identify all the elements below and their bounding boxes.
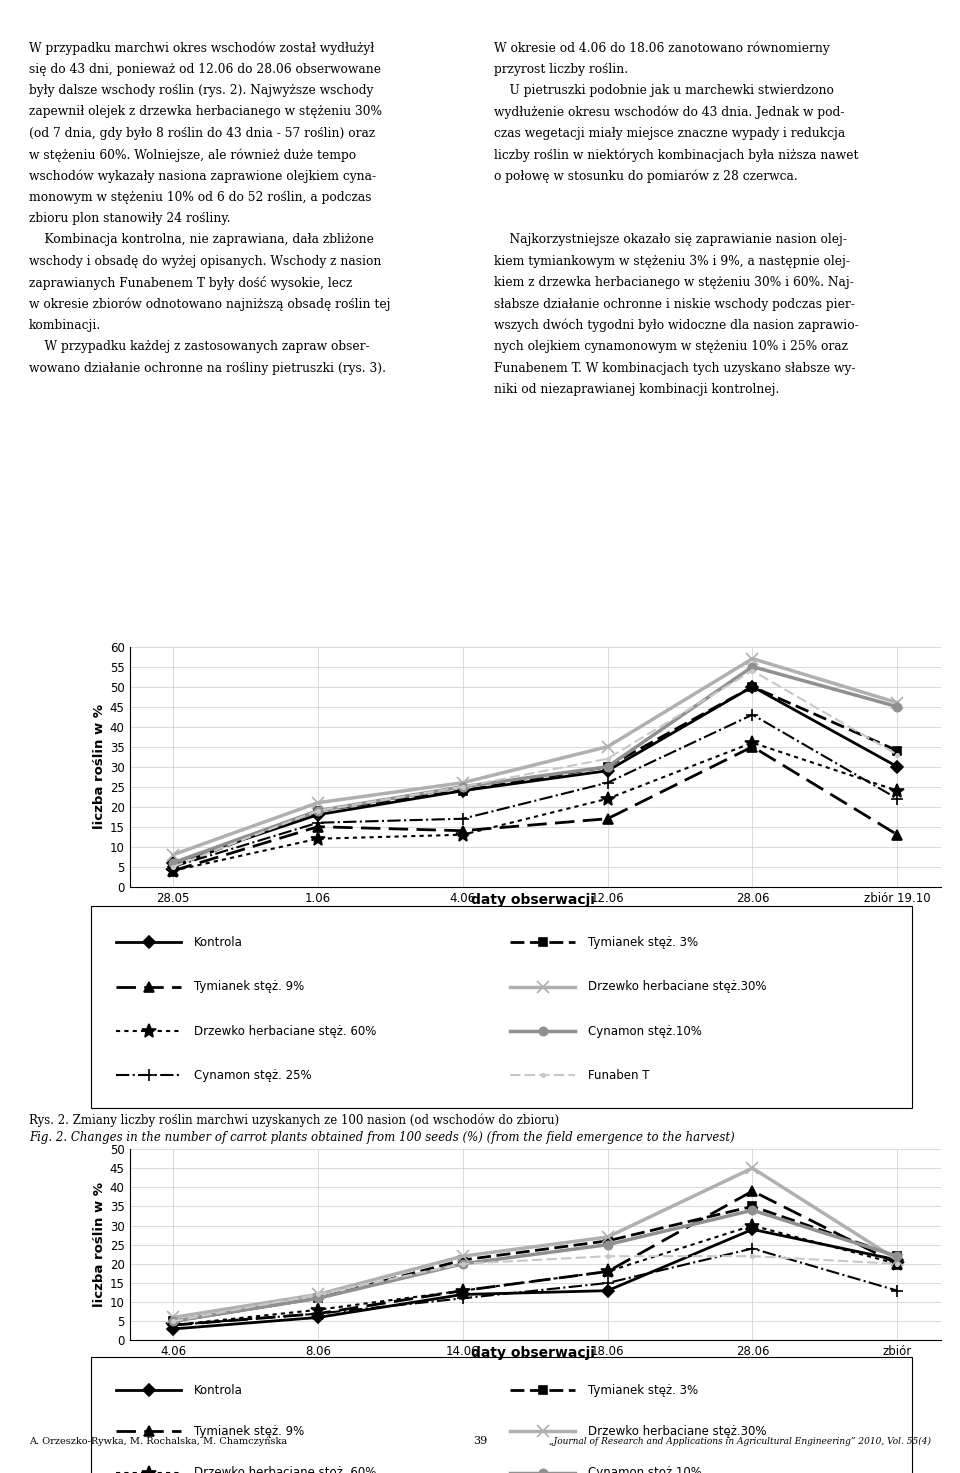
Text: liczby roślin w niektórych kombinacjach była niższa nawet: liczby roślin w niektórych kombinacjach … — [494, 149, 859, 162]
Text: kombinacji.: kombinacji. — [29, 320, 101, 331]
Text: kiem tymiankowym w stężeniu 3% i 9%, a następnie olej-: kiem tymiankowym w stężeniu 3% i 9%, a n… — [494, 255, 851, 268]
Text: monowym w stężeniu 10% od 6 do 52 roślin, a podczas: monowym w stężeniu 10% od 6 do 52 roślin… — [29, 191, 372, 203]
Text: wowano działanie ochronne na rośliny pietruszki (rys. 3).: wowano działanie ochronne na rośliny pie… — [29, 362, 386, 374]
Text: Tymianek stęż. 3%: Tymianek stęż. 3% — [588, 935, 698, 949]
Text: kiem z drzewka herbacianego w stężeniu 30% i 60%. Naj-: kiem z drzewka herbacianego w stężeniu 3… — [494, 277, 854, 289]
Text: niki od niezaprawianej kombinacji kontrolnej.: niki od niezaprawianej kombinacji kontro… — [494, 383, 780, 396]
Text: Drzewko herbaciane stęż. 60%: Drzewko herbaciane stęż. 60% — [194, 1025, 376, 1037]
Text: zbioru plon stanowiły 24 rośliny.: zbioru plon stanowiły 24 rośliny. — [29, 212, 230, 225]
Text: wschodów wykazały nasiona zaprawione olejkiem cyna-: wschodów wykazały nasiona zaprawione ole… — [29, 169, 376, 183]
Text: W przypadku marchwi okres wschodów został wydłużył: W przypadku marchwi okres wschodów zosta… — [29, 41, 374, 55]
Text: czas wegetacji miały miejsce znaczne wypady i redukcja: czas wegetacji miały miejsce znaczne wyp… — [494, 127, 846, 140]
Text: w okresie zbiorów odnotowano najniższą obsadę roślin tej: w okresie zbiorów odnotowano najniższą o… — [29, 298, 391, 311]
Text: w stężeniu 60%. Wolniejsze, ale również duże tempo: w stężeniu 60%. Wolniejsze, ale również … — [29, 149, 356, 162]
Text: słabsze działanie ochronne i niskie wschody podczas pier-: słabsze działanie ochronne i niskie wsch… — [494, 298, 855, 311]
Text: wszych dwóch tygodni było widoczne dla nasion zaprawio-: wszych dwóch tygodni było widoczne dla n… — [494, 320, 859, 333]
Text: Najkorzystniejsze okazało się zaprawianie nasion olej-: Najkorzystniejsze okazało się zaprawiani… — [494, 234, 848, 246]
Y-axis label: liczba roślin w %: liczba roślin w % — [93, 1183, 106, 1307]
Y-axis label: liczba roślin w %: liczba roślin w % — [93, 704, 106, 829]
Text: się do 43 dni, ponieważ od 12.06 do 28.06 obserwowane: się do 43 dni, ponieważ od 12.06 do 28.0… — [29, 62, 381, 75]
Text: przyrost liczby roślin.: przyrost liczby roślin. — [494, 62, 629, 75]
Text: daty obserwacji: daty obserwacji — [470, 893, 595, 907]
Text: 39: 39 — [473, 1436, 487, 1446]
Text: Drzewko herbaciane stęż.30%: Drzewko herbaciane stęż.30% — [588, 1424, 766, 1438]
Text: zapewnił olejek z drzewka herbacianego w stężeniu 30%: zapewnił olejek z drzewka herbacianego w… — [29, 106, 382, 118]
Text: W przypadku każdej z zastosowanych zapraw obser-: W przypadku każdej z zastosowanych zapra… — [29, 340, 370, 354]
Text: Cynamon stęż.10%: Cynamon stęż.10% — [588, 1025, 702, 1037]
Text: nych olejkiem cynamonowym w stężeniu 10% i 25% oraz: nych olejkiem cynamonowym w stężeniu 10%… — [494, 340, 849, 354]
Text: Tymianek stęż. 9%: Tymianek stęż. 9% — [194, 1424, 304, 1438]
Text: były dalsze wschody roślin (rys. 2). Najwyższe wschody: były dalsze wschody roślin (rys. 2). Naj… — [29, 84, 373, 97]
Text: Cynamon stęż. 25%: Cynamon stęż. 25% — [194, 1069, 311, 1081]
Text: U pietruszki podobnie jak u marchewki stwierdzono: U pietruszki podobnie jak u marchewki st… — [494, 84, 834, 97]
Text: Drzewko herbaciane stęż.30%: Drzewko herbaciane stęż.30% — [588, 980, 766, 993]
Text: Rys. 2. Zmiany liczby roślin marchwi uzyskanych ze 100 nasion (od wschodów do zb: Rys. 2. Zmiany liczby roślin marchwi uzy… — [29, 1114, 559, 1127]
Text: wschody i obsadę do wyżej opisanych. Wschody z nasion: wschody i obsadę do wyżej opisanych. Wsc… — [29, 255, 381, 268]
Text: Funabenem T. W kombinacjach tych uzyskano słabsze wy-: Funabenem T. W kombinacjach tych uzyskan… — [494, 362, 856, 374]
Text: „Journal of Research and Applications in Agricultural Engineering” 2010, Vol. 55: „Journal of Research and Applications in… — [549, 1438, 931, 1446]
Text: Tymianek stęż. 3%: Tymianek stęż. 3% — [588, 1383, 698, 1396]
Text: W okresie od 4.06 do 18.06 zanotowano równomierny: W okresie od 4.06 do 18.06 zanotowano ró… — [494, 41, 830, 55]
Text: Fig. 2. Changes in the number of carrot plants obtained from 100 seeds (%) (from: Fig. 2. Changes in the number of carrot … — [29, 1131, 734, 1145]
Text: wydłużenie okresu wschodów do 43 dnia. Jednak w pod-: wydłużenie okresu wschodów do 43 dnia. J… — [494, 106, 845, 119]
Text: Kontrola: Kontrola — [194, 1383, 243, 1396]
Text: Kombinacja kontrolna, nie zaprawiana, dała zbliżone: Kombinacja kontrolna, nie zaprawiana, da… — [29, 234, 373, 246]
Text: Drzewko herbaciane stęż. 60%: Drzewko herbaciane stęż. 60% — [194, 1466, 376, 1473]
Text: daty obserwacji: daty obserwacji — [470, 1346, 595, 1361]
Text: (od 7 dnia, gdy było 8 roślin do 43 dnia - 57 roślin) oraz: (od 7 dnia, gdy było 8 roślin do 43 dnia… — [29, 127, 375, 140]
Text: Kontrola: Kontrola — [194, 935, 243, 949]
Text: A. Orzeszko-Rywka, M. Rochalska, M. Chamczyńska: A. Orzeszko-Rywka, M. Rochalska, M. Cham… — [29, 1438, 287, 1446]
Text: Funaben T: Funaben T — [588, 1069, 649, 1081]
Text: o połowę w stosunku do pomiarów z 28 czerwca.: o połowę w stosunku do pomiarów z 28 cze… — [494, 169, 798, 183]
Text: zaprawianych Funabenem T były dość wysokie, lecz: zaprawianych Funabenem T były dość wysok… — [29, 277, 352, 290]
Text: Tymianek stęż. 9%: Tymianek stęż. 9% — [194, 980, 304, 993]
Text: Cynamon stęż.10%: Cynamon stęż.10% — [588, 1466, 702, 1473]
